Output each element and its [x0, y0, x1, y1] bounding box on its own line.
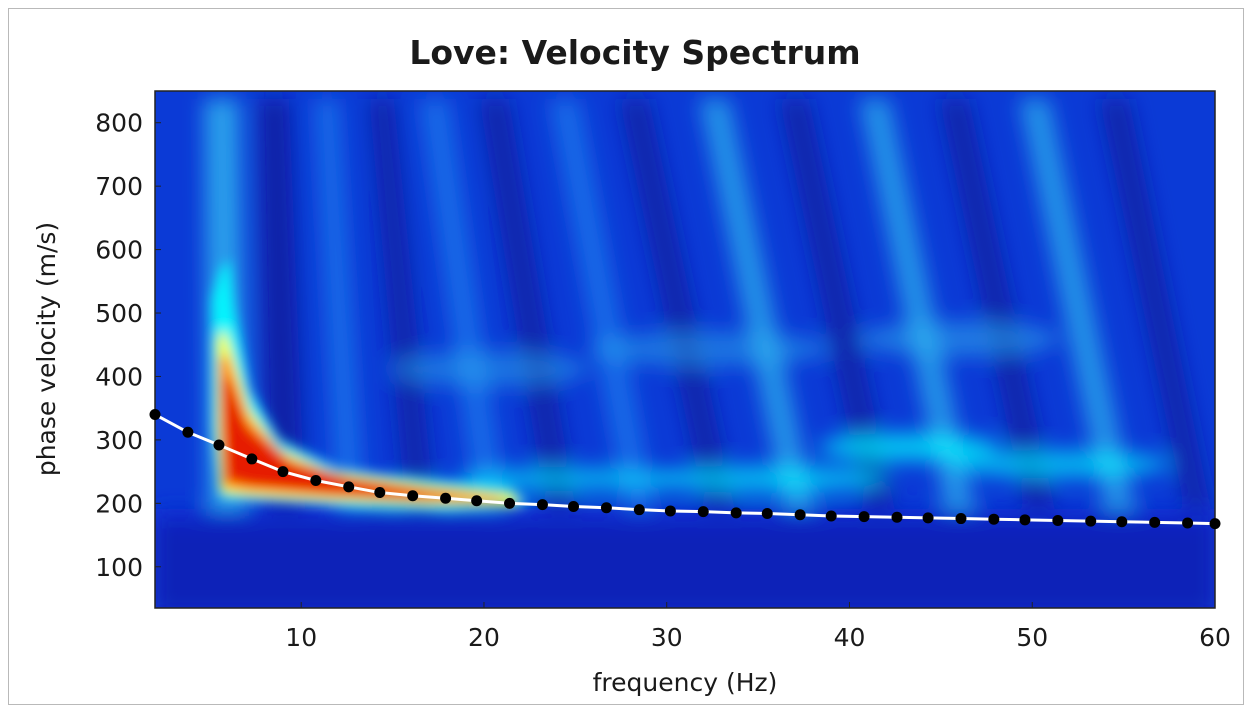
x-axis-ticks: 10 20 30 40 50 60: [285, 602, 1231, 652]
series-line: [154, 413, 1216, 526]
chart-frame: Love: Velocity Spectrum: [8, 8, 1244, 705]
data-point: [1116, 516, 1128, 528]
data-point: [504, 497, 516, 509]
data-point: [1149, 516, 1161, 528]
data-point: [568, 501, 580, 513]
data-point: [407, 490, 419, 502]
data-point: [310, 474, 322, 486]
plot-border: [154, 90, 1216, 609]
y-tick-label: 700: [95, 172, 143, 201]
y-tick-label: 800: [95, 109, 143, 138]
data-point: [440, 492, 452, 504]
y-tick-label: 400: [95, 362, 143, 391]
data-point: [891, 511, 903, 523]
data-point: [664, 505, 676, 517]
data-point: [471, 495, 483, 507]
data-point: [697, 506, 709, 518]
data-point: [1052, 514, 1064, 526]
heatmap-background: [155, 91, 1215, 608]
x-tick-label: 20: [468, 623, 500, 652]
data-point: [277, 466, 289, 478]
data-point: [343, 481, 355, 493]
y-tick-label: 300: [95, 426, 143, 455]
data-point: [794, 509, 806, 521]
data-point: [988, 513, 1000, 525]
data-point: [922, 512, 934, 524]
data-point: [1209, 518, 1221, 530]
x-tick-label: 60: [1199, 623, 1231, 652]
data-point: [825, 510, 837, 522]
y-tick-label: 600: [95, 236, 143, 265]
x-tick-label: 10: [285, 623, 317, 652]
y-tick-label: 200: [95, 489, 143, 518]
x-tick-label: 40: [834, 623, 866, 652]
data-point: [633, 504, 645, 516]
y-axis-label: phase velocity (m/s): [32, 222, 61, 476]
data-point: [600, 502, 612, 514]
data-point: [858, 511, 870, 523]
data-point: [1182, 517, 1194, 529]
data-point: [374, 487, 386, 499]
y-axis-ticks: 100 200 300 400 500 600 700 800: [95, 109, 161, 582]
x-tick-label: 30: [651, 623, 683, 652]
chart-title: Love: Velocity Spectrum: [409, 33, 860, 72]
data-point: [246, 453, 258, 465]
x-axis-label: frequency (Hz): [593, 668, 778, 697]
velocity-spectrum-chart: Love: Velocity Spectrum: [32, 33, 1231, 697]
data-point: [761, 507, 773, 519]
dispersion-curve: [149, 409, 1221, 530]
data-point: [1019, 514, 1031, 526]
data-point: [536, 499, 548, 511]
x-tick-label: 50: [1016, 623, 1048, 652]
y-tick-label: 100: [95, 553, 143, 582]
data-point: [213, 439, 225, 451]
heatmap-texture: [155, 99, 1215, 608]
y-tick-label: 500: [95, 299, 143, 328]
data-point: [955, 513, 967, 525]
data-point: [182, 426, 194, 438]
data-point: [149, 409, 161, 421]
data-point: [1085, 515, 1097, 527]
data-point: [730, 507, 742, 519]
